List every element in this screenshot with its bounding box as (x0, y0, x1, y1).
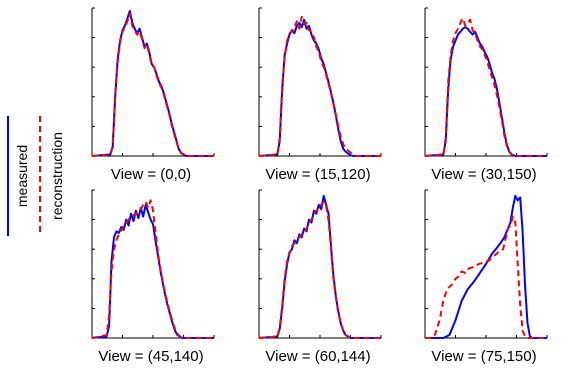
series-line-reconstruction (91, 12, 214, 157)
series-line-reconstruction (425, 215, 547, 339)
series-line-reconstruction (258, 15, 381, 157)
legend-reconstruction-label: reconstruction (49, 132, 65, 220)
subplot-4: View = (45,140) (91, 189, 215, 365)
subplot-title: View = (30,150) (431, 166, 536, 183)
subplot-title: View = (15,120) (265, 166, 370, 183)
axes (258, 8, 381, 157)
subplot-grid: View = (0,0) View = (15,120) View = (30,15… (91, 7, 548, 365)
subplot-title: View = (45,140) (98, 348, 203, 365)
subplot-title: View = (75,150) (431, 348, 536, 365)
series-line-reconstruction (258, 200, 381, 339)
legend-measured-label: measured (14, 145, 30, 207)
series-line-measured (258, 194, 381, 339)
subplot-1: View = (0,0) (91, 7, 215, 183)
subplot-title: View = (0,0) (111, 166, 191, 183)
series-line-measured (91, 10, 214, 157)
axes (91, 8, 214, 157)
legend: measured reconstruction (7, 116, 65, 236)
series-line-measured (258, 18, 381, 157)
axes (424, 8, 547, 157)
series-line-measured (91, 203, 214, 339)
series-line-measured (424, 26, 547, 157)
series-line-reconstruction (424, 17, 547, 157)
subplot-5: View = (60,144) (258, 189, 382, 365)
subplot-2: View = (15,120) (258, 7, 382, 183)
subplot-3: View = (30,150) (424, 7, 548, 183)
axes (258, 190, 381, 339)
subplot-6: View = (75,150) (424, 189, 548, 365)
subplot-title: View = (60,144) (265, 348, 370, 365)
series-line-reconstruction (91, 199, 214, 339)
series-line-measured (425, 194, 547, 339)
